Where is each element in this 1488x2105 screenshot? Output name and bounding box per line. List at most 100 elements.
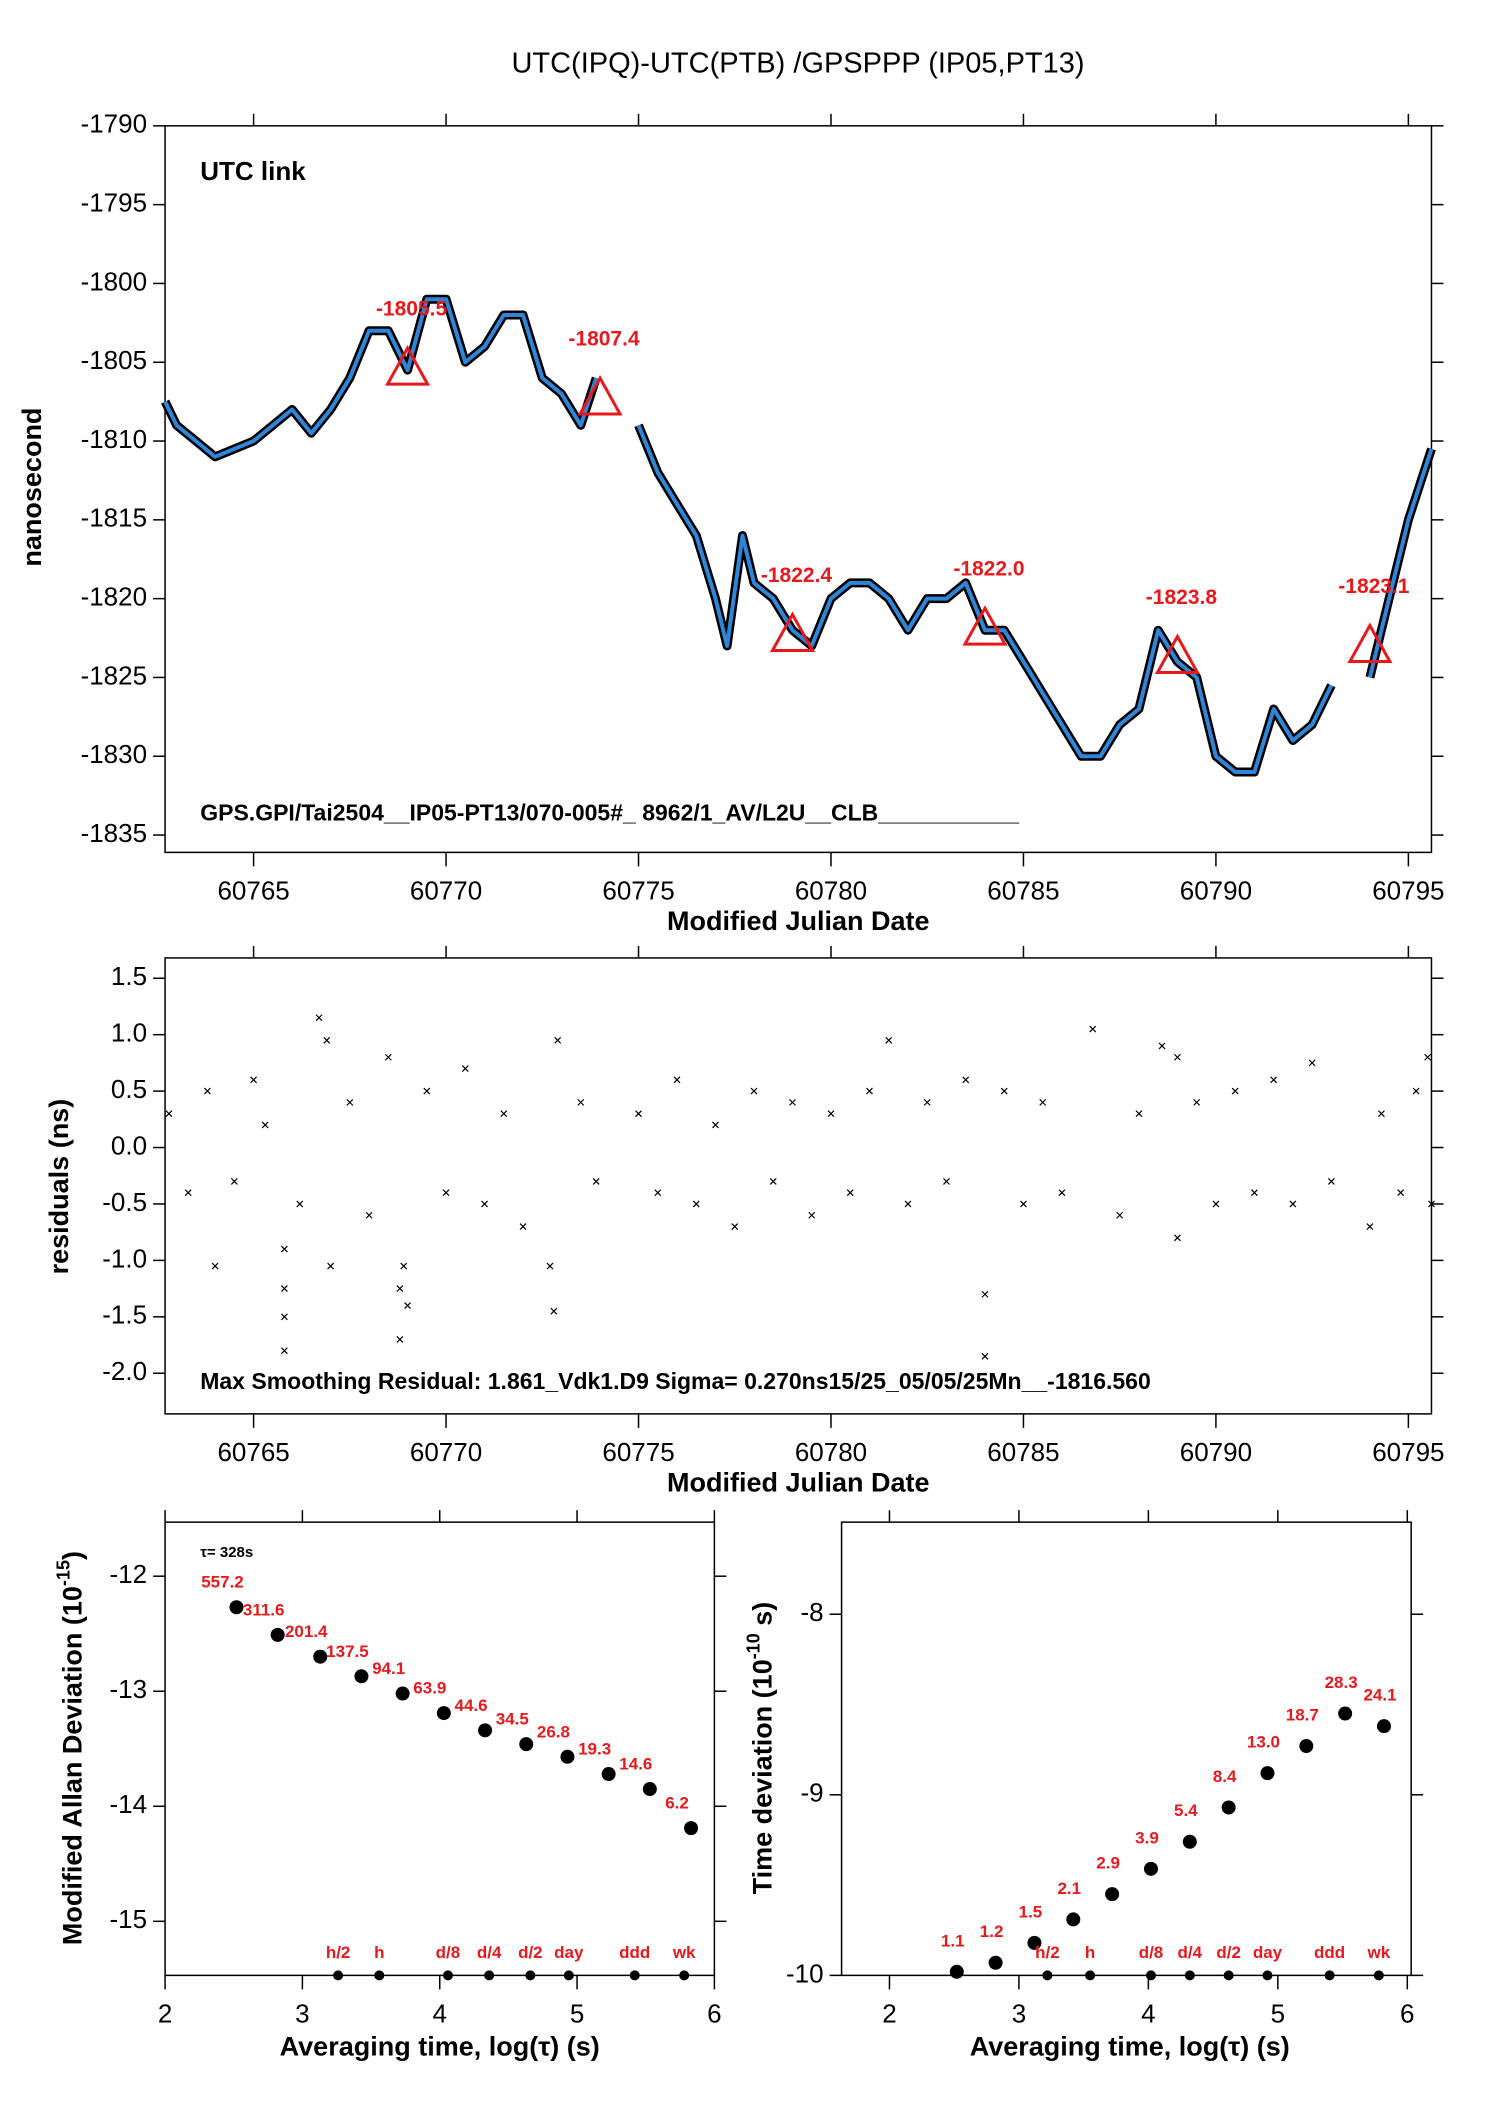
time-marker	[442, 1970, 453, 1981]
point	[346, 1098, 354, 1106]
point	[560, 1749, 575, 1764]
point	[313, 1649, 328, 1664]
point	[550, 1307, 558, 1315]
point-label: 13.0	[1247, 1733, 1280, 1752]
time-marker-label: d/8	[436, 1943, 461, 1962]
point	[981, 1290, 989, 1298]
panel: 1.5 1.0 0.5 0.0 -0.5 -1.0 -1.5 -2.0 60765 60770 60…	[44, 945, 1445, 1497]
point	[519, 1737, 534, 1752]
time-marker-label: h	[374, 1943, 384, 1962]
point	[250, 1076, 258, 1084]
point	[866, 1087, 873, 1095]
point	[731, 1223, 739, 1230]
time-marker-label: wk	[672, 1943, 696, 1962]
y-axis-label: nanosecond	[17, 408, 47, 567]
point	[923, 1098, 931, 1106]
point	[395, 1686, 410, 1701]
point	[1058, 1189, 1066, 1197]
point-label: 2.1	[1057, 1879, 1081, 1898]
point	[519, 1223, 527, 1230]
time-marker-label: h/2	[1035, 1943, 1060, 1962]
x-axis-label: Averaging time, log(τ) (s)	[280, 2032, 600, 2062]
point	[988, 1955, 1003, 1970]
y-axis-label-text: residuals (ns)	[44, 1099, 74, 1275]
x-tick-label: 3	[1012, 1998, 1026, 2028]
x-tick-label: 6	[707, 1998, 721, 2028]
point	[229, 1600, 244, 1615]
y-axis-label: Time deviation (10-10 s)	[743, 1602, 777, 1895]
point	[1428, 1200, 1435, 1208]
point	[396, 1335, 404, 1343]
point	[1424, 1053, 1432, 1061]
point	[1327, 1177, 1335, 1185]
point	[442, 1189, 450, 1197]
point	[750, 1087, 758, 1095]
y-tick-label: -1790	[81, 109, 148, 139]
time-marker	[1085, 1970, 1096, 1981]
point	[789, 1098, 796, 1106]
point	[500, 1110, 508, 1118]
point-label: 18.7	[1286, 1706, 1319, 1725]
point-label: 44.6	[454, 1696, 487, 1715]
y-tick-label: -1820	[81, 582, 148, 612]
x-tick-label: 3	[295, 1998, 309, 2028]
marker-label: -1823.8	[1146, 586, 1218, 609]
point	[384, 1053, 392, 1061]
y-tick-label: -1805	[81, 345, 148, 375]
point	[1135, 1110, 1143, 1118]
point	[1250, 1189, 1258, 1197]
x-tick-label: 5	[570, 1998, 584, 2028]
time-marker	[563, 1970, 574, 1981]
marker-label: -1822.4	[761, 564, 833, 587]
point	[635, 1110, 642, 1118]
x-axis-label: Modified Julian Date	[667, 1467, 930, 1497]
point	[554, 1036, 562, 1044]
point	[323, 1036, 331, 1044]
time-marker-label: d/4	[477, 1943, 502, 1962]
point	[1089, 1025, 1097, 1033]
x-tick-label: 60795	[1372, 1437, 1444, 1467]
point	[396, 1285, 404, 1293]
x-tick-label: 60785	[987, 1437, 1059, 1467]
time-marker	[1223, 1970, 1234, 1981]
x-tick-label: 60765	[217, 1437, 289, 1467]
y-tick-label: -12	[109, 1559, 147, 1589]
point	[354, 1669, 369, 1684]
x-tick-label: 6	[1400, 1998, 1414, 2028]
x-tick-label: 60790	[1180, 1437, 1252, 1467]
point	[296, 1200, 304, 1208]
point-label: 311.6	[243, 1600, 285, 1619]
point	[1366, 1223, 1374, 1230]
point-label: 137.5	[326, 1642, 369, 1661]
time-marker-label: day	[1253, 1943, 1283, 1962]
point	[962, 1076, 970, 1084]
x-tick-label: 2	[158, 1998, 172, 2028]
point	[165, 1110, 173, 1118]
footer-text: Max Smoothing Residual: 1.861_Vdk1.D9 Si…	[200, 1368, 1151, 1394]
point	[184, 1189, 192, 1197]
point	[642, 1782, 657, 1797]
point-label: 201.4	[285, 1622, 328, 1641]
x-tick-label: 60765	[217, 875, 289, 905]
x-tick-label: 60775	[602, 1437, 674, 1467]
point	[654, 1189, 662, 1197]
y-axis-label-end: )	[58, 1551, 88, 1560]
plot-frame	[840, 1521, 1412, 1977]
point-label: 94.1	[372, 1659, 405, 1678]
marker-label: -1823.1	[1338, 575, 1410, 598]
point	[481, 1200, 488, 1208]
time-marker	[1042, 1970, 1053, 1981]
panel: -12 -13 -14 -15 2 3 4 5 6 Averaging time, log(τ) …	[53, 1510, 727, 2062]
point-label: 5.4	[1174, 1801, 1198, 1820]
point-label: 3.9	[1135, 1828, 1159, 1847]
point	[1039, 1098, 1047, 1106]
point	[1066, 1912, 1081, 1927]
point	[478, 1723, 493, 1738]
y-axis-label-exponent: -10	[743, 1633, 763, 1659]
y-tick-label: -1810	[81, 424, 148, 454]
point	[712, 1121, 719, 1129]
time-marker-label: d/4	[1178, 1943, 1203, 1962]
x-tick-label: 60795	[1372, 875, 1444, 905]
point	[1338, 1706, 1353, 1721]
point	[230, 1177, 238, 1185]
